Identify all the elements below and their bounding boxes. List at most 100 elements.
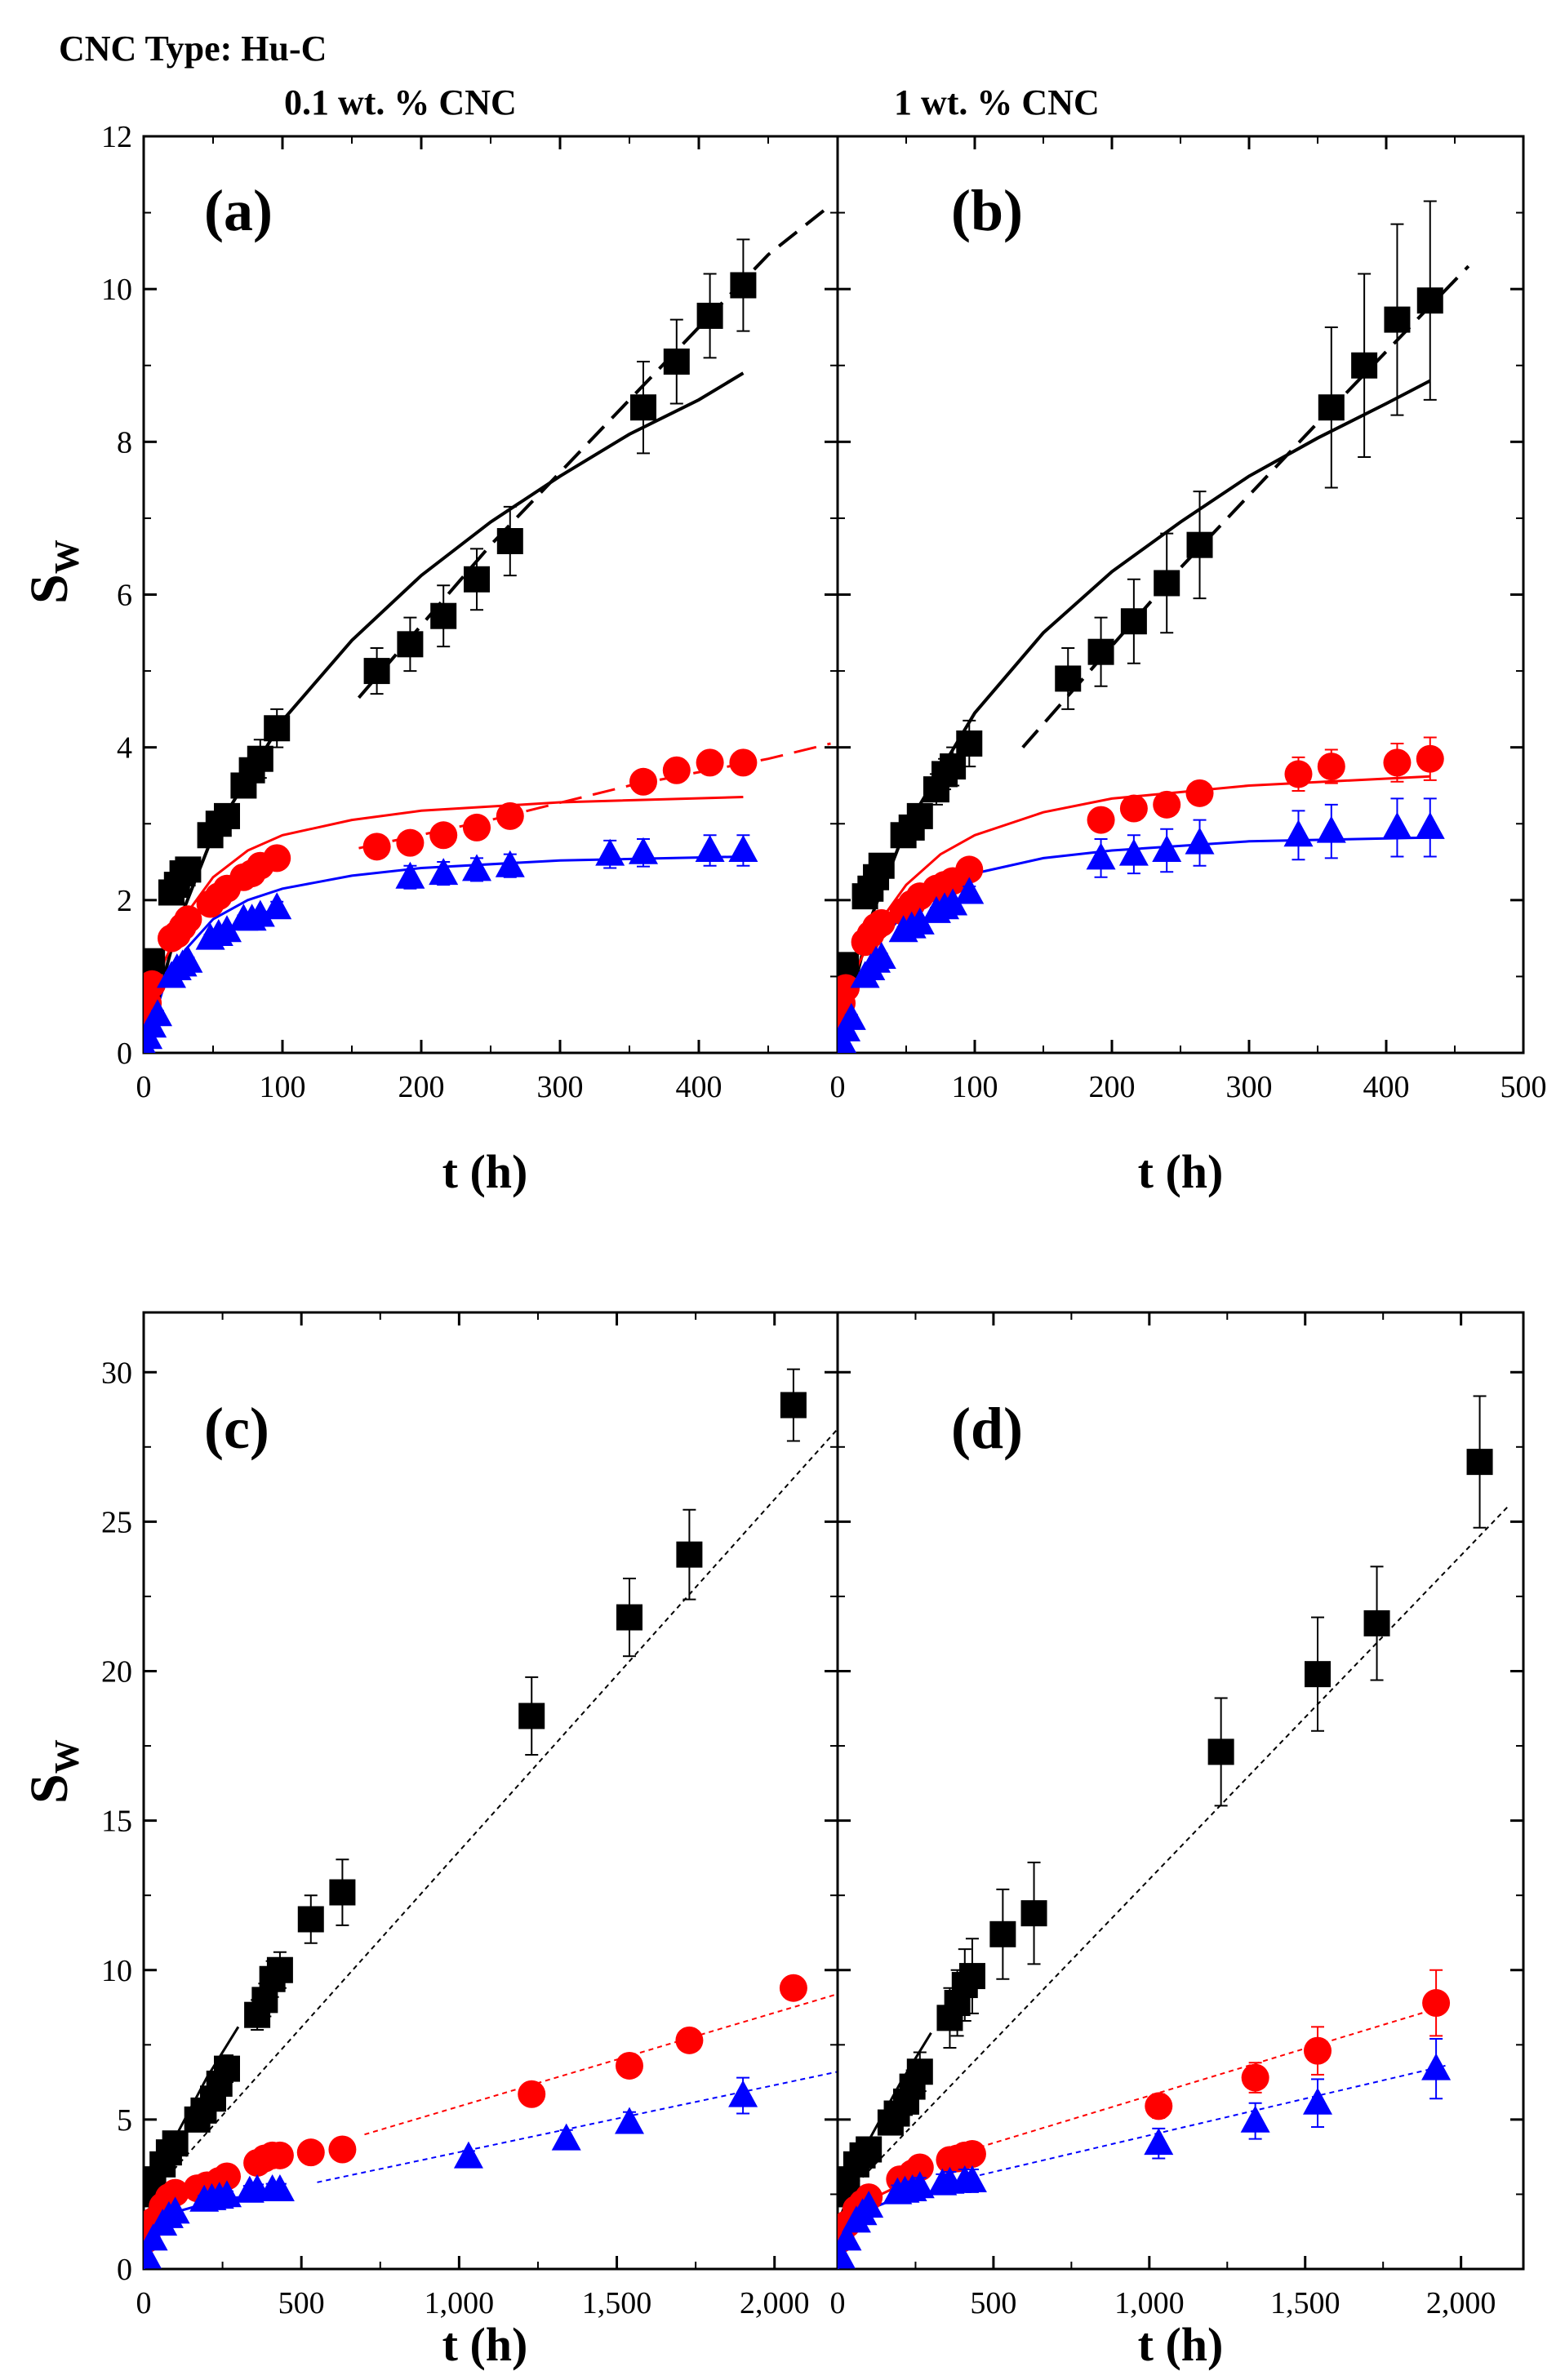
x-tick-label: 300 xyxy=(1226,1070,1273,1104)
data-point-circle xyxy=(1145,2092,1173,2120)
data-point-triangle xyxy=(728,2080,758,2107)
data-point-square xyxy=(856,2136,883,2163)
data-point-triangle xyxy=(866,942,896,970)
fit-line xyxy=(838,379,1431,1053)
data-point-square xyxy=(616,1604,642,1631)
data-point-circle xyxy=(779,1974,807,2002)
column-title-left: 0.1 wt. % CNC xyxy=(284,82,517,122)
data-point-triangle xyxy=(429,858,459,886)
data-point-triangle xyxy=(1144,2128,1174,2156)
data-point-triangle xyxy=(957,2165,987,2192)
x-tick-label: 0 xyxy=(136,2286,152,2320)
data-point-square xyxy=(1466,1449,1493,1476)
data-point-circle xyxy=(675,2026,704,2054)
series-square xyxy=(144,238,757,1024)
x-tick-label: 1,000 xyxy=(1114,2286,1185,2320)
data-point-circle xyxy=(174,905,202,934)
series-triangle xyxy=(144,2076,758,2269)
fit-line xyxy=(144,1428,838,2205)
x-tick-label: 400 xyxy=(1363,1070,1410,1104)
data-point-circle xyxy=(616,2051,643,2080)
data-point-circle xyxy=(1087,806,1115,834)
data-point-triangle xyxy=(905,2171,935,2199)
data-point-circle xyxy=(838,974,860,1002)
data-point-square xyxy=(1416,287,1443,314)
data-point-triangle xyxy=(728,835,758,863)
x-tick-label: 200 xyxy=(1089,1070,1136,1104)
data-point-circle xyxy=(955,855,984,884)
data-point-circle xyxy=(429,821,458,850)
data-point-triangle xyxy=(144,2223,168,2251)
data-point-square xyxy=(297,1906,324,1933)
data-point-square xyxy=(989,1920,1016,1947)
data-point-circle xyxy=(1416,744,1444,773)
data-point-circle xyxy=(696,748,724,777)
data-point-square xyxy=(214,2055,240,2082)
y-tick-label: 5 xyxy=(117,2103,132,2138)
data-point-triangle xyxy=(1316,815,1346,843)
data-point-square xyxy=(1120,608,1147,635)
data-point-circle xyxy=(1185,779,1214,807)
x-axis-label-b: t (h) xyxy=(1138,1145,1224,1198)
data-point-square xyxy=(144,948,166,975)
data-point-circle xyxy=(867,908,896,937)
data-point-triangle xyxy=(629,837,658,864)
data-point-triangle xyxy=(495,850,525,877)
data-point-circle xyxy=(1422,1989,1451,2018)
data-point-square xyxy=(730,272,757,299)
data-point-circle xyxy=(729,748,758,777)
x-axis-label-c: t (h) xyxy=(442,2318,528,2371)
data-point-triangle xyxy=(262,892,292,920)
data-point-circle xyxy=(1119,794,1148,823)
panel-label: (b) xyxy=(951,178,1023,243)
data-point-square xyxy=(1154,570,1180,597)
data-point-square xyxy=(1351,352,1378,379)
fit-line xyxy=(1021,264,1470,749)
data-point-circle xyxy=(662,756,691,784)
data-point-triangle xyxy=(1415,811,1445,839)
data-point-circle xyxy=(1304,2036,1332,2065)
data-point-square xyxy=(838,952,860,979)
y-axis-label-bottom: SW xyxy=(20,1739,87,1804)
data-point-triangle xyxy=(1421,2053,1452,2080)
data-point-triangle xyxy=(265,2174,295,2201)
panel-label: (c) xyxy=(204,1396,269,1461)
data-point-square xyxy=(868,852,895,879)
plot-frame xyxy=(836,1311,1525,2271)
data-point-square xyxy=(958,1963,985,1990)
data-point-square xyxy=(1363,1610,1390,1636)
data-point-circle xyxy=(1284,760,1313,788)
data-point-circle xyxy=(161,2178,189,2207)
data-point-square xyxy=(464,566,490,593)
data-point-square xyxy=(1020,1900,1047,1927)
x-tick-label: 1,000 xyxy=(425,2286,495,2320)
y-tick-label: 25 xyxy=(101,1505,132,1539)
fit-line xyxy=(364,1993,838,2136)
data-point-circle xyxy=(396,828,425,857)
data-point-triangle xyxy=(1382,811,1412,839)
data-point-triangle xyxy=(1240,2105,1270,2133)
data-point-triangle xyxy=(551,2123,581,2151)
data-point-square xyxy=(1384,306,1411,333)
data-point-circle xyxy=(1241,2063,1269,2092)
data-point-circle xyxy=(362,833,391,861)
data-point-square xyxy=(956,730,983,757)
data-point-square xyxy=(1055,665,1082,692)
x-tick-label: 1,500 xyxy=(582,2286,652,2320)
data-point-square xyxy=(1186,531,1213,558)
data-point-square xyxy=(676,1541,703,1568)
data-point-circle xyxy=(1383,748,1412,777)
panel-b: 0 100 200 300 400 500 (b) xyxy=(830,135,1547,1104)
x-tick-label: 500 xyxy=(1501,1070,1547,1104)
x-tick-label: 500 xyxy=(278,2286,325,2320)
series-triangle xyxy=(838,797,1445,1053)
y-tick-label: 4 xyxy=(117,731,132,766)
plot-area xyxy=(838,1395,1509,2269)
x-tick-label: 200 xyxy=(398,1070,445,1104)
data-point-triangle xyxy=(1303,2087,1332,2115)
y-tick-label: 0 xyxy=(117,1037,132,1071)
x-tick-label: 500 xyxy=(970,2286,1016,2320)
y-tick-label: 2 xyxy=(117,884,132,918)
data-point-square xyxy=(329,1879,356,1906)
